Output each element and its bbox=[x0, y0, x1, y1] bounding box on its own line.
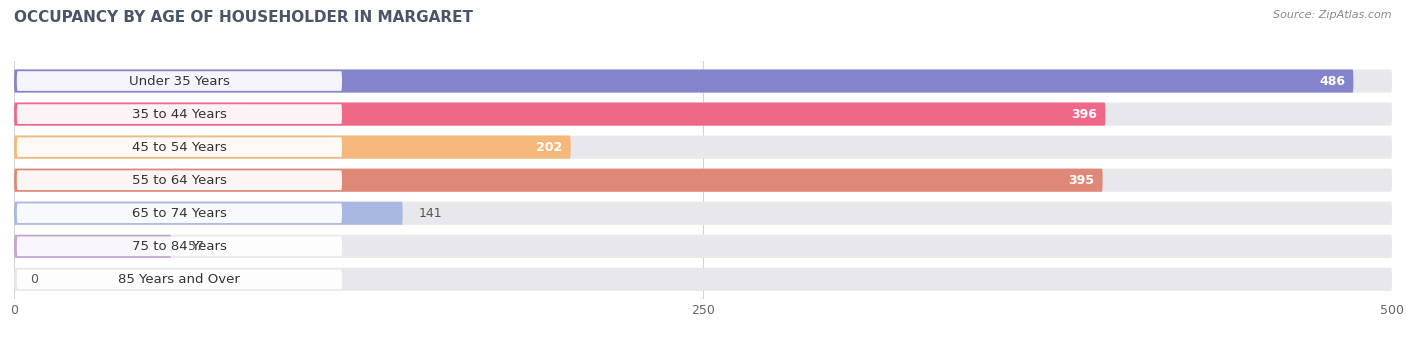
Text: 85 Years and Over: 85 Years and Over bbox=[118, 273, 240, 286]
FancyBboxPatch shape bbox=[17, 203, 342, 223]
Text: 75 to 84 Years: 75 to 84 Years bbox=[132, 240, 226, 253]
FancyBboxPatch shape bbox=[14, 69, 1392, 92]
FancyBboxPatch shape bbox=[14, 103, 1392, 126]
FancyBboxPatch shape bbox=[17, 137, 342, 157]
Text: 486: 486 bbox=[1319, 74, 1346, 87]
FancyBboxPatch shape bbox=[14, 235, 1392, 258]
FancyBboxPatch shape bbox=[14, 136, 571, 159]
FancyBboxPatch shape bbox=[17, 170, 342, 190]
FancyBboxPatch shape bbox=[14, 103, 1105, 126]
FancyBboxPatch shape bbox=[17, 270, 342, 289]
Text: Source: ZipAtlas.com: Source: ZipAtlas.com bbox=[1274, 10, 1392, 20]
Text: 57: 57 bbox=[187, 240, 204, 253]
FancyBboxPatch shape bbox=[14, 169, 1392, 192]
Text: OCCUPANCY BY AGE OF HOUSEHOLDER IN MARGARET: OCCUPANCY BY AGE OF HOUSEHOLDER IN MARGA… bbox=[14, 10, 472, 25]
FancyBboxPatch shape bbox=[17, 71, 342, 91]
Text: 65 to 74 Years: 65 to 74 Years bbox=[132, 207, 226, 220]
Text: 55 to 64 Years: 55 to 64 Years bbox=[132, 174, 226, 187]
FancyBboxPatch shape bbox=[17, 104, 342, 124]
Text: 141: 141 bbox=[419, 207, 443, 220]
FancyBboxPatch shape bbox=[14, 235, 172, 258]
FancyBboxPatch shape bbox=[14, 136, 1392, 159]
Text: 45 to 54 Years: 45 to 54 Years bbox=[132, 141, 226, 154]
Text: 35 to 44 Years: 35 to 44 Years bbox=[132, 107, 226, 121]
Text: 202: 202 bbox=[536, 141, 562, 154]
Text: 395: 395 bbox=[1069, 174, 1094, 187]
FancyBboxPatch shape bbox=[14, 169, 1102, 192]
Text: 0: 0 bbox=[31, 273, 38, 286]
FancyBboxPatch shape bbox=[14, 268, 1392, 291]
Text: 396: 396 bbox=[1071, 107, 1097, 121]
FancyBboxPatch shape bbox=[14, 202, 1392, 225]
FancyBboxPatch shape bbox=[17, 237, 342, 256]
FancyBboxPatch shape bbox=[14, 202, 402, 225]
Text: Under 35 Years: Under 35 Years bbox=[129, 74, 229, 87]
FancyBboxPatch shape bbox=[14, 69, 1354, 92]
